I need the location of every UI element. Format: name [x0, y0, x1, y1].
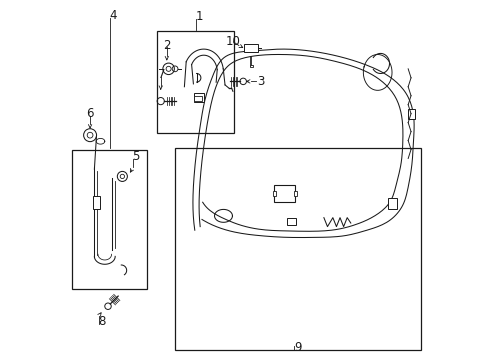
Bar — [194, 96, 202, 101]
Bar — [408, 109, 415, 119]
Text: 4: 4 — [110, 9, 117, 22]
Text: 1: 1 — [196, 10, 203, 23]
Text: 8: 8 — [98, 315, 105, 328]
Bar — [273, 191, 276, 196]
Text: 6: 6 — [87, 107, 94, 120]
Bar — [250, 65, 253, 67]
Text: 7: 7 — [158, 68, 166, 81]
Text: 10: 10 — [225, 35, 240, 49]
Bar — [93, 196, 100, 209]
Bar — [157, 31, 234, 134]
Text: 3: 3 — [258, 75, 265, 88]
Bar — [389, 198, 397, 209]
Bar — [175, 148, 421, 350]
Text: 9: 9 — [294, 341, 302, 354]
FancyBboxPatch shape — [194, 93, 204, 102]
Bar — [72, 149, 147, 289]
Bar — [274, 185, 295, 202]
Bar — [287, 219, 296, 225]
Bar — [245, 44, 258, 51]
Text: 5: 5 — [132, 150, 140, 163]
Bar — [294, 191, 297, 196]
Text: 2: 2 — [163, 39, 171, 52]
